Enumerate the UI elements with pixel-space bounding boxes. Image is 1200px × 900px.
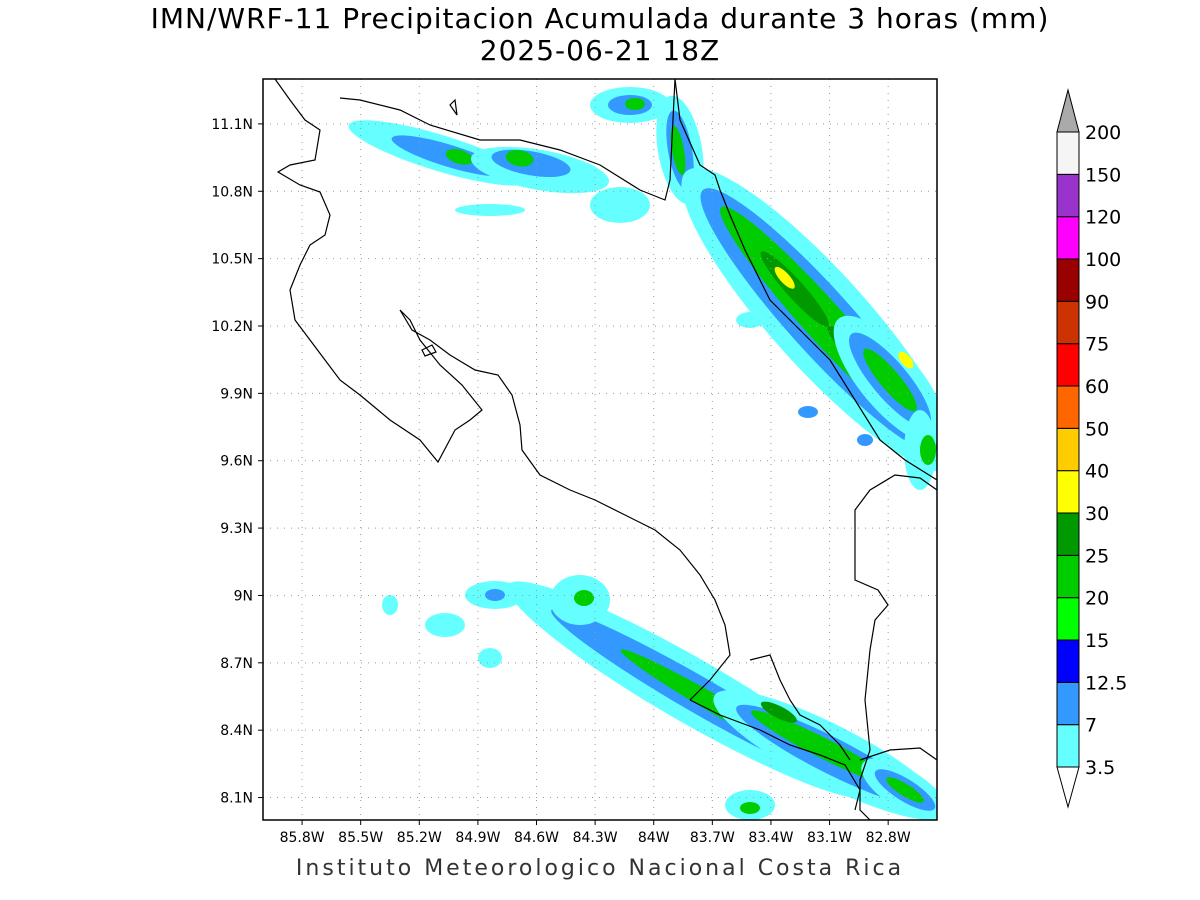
- lat-tick-label: 10.2N: [211, 319, 253, 335]
- colorbar-label: 75: [1085, 334, 1109, 356]
- lat-tick-label: 9.6N: [220, 454, 253, 470]
- colorbar-max-arrow: [1056, 88, 1080, 133]
- osa-peninsula-coast: [689, 699, 861, 811]
- colorbar-label: 40: [1085, 461, 1109, 483]
- lake-nicaragua-shore: [449, 98, 458, 116]
- colorbar-swatch: [1056, 512, 1080, 556]
- lon-tick-label: 83.1W: [807, 830, 852, 846]
- colorbar-label: 200: [1085, 122, 1121, 144]
- map-date: 2025-06-21 18Z: [479, 34, 721, 67]
- lat-tick-label: 9.3N: [220, 521, 253, 537]
- lon-tick-label: 85.8W: [280, 830, 325, 846]
- lon-tick-label: 84W: [638, 830, 670, 846]
- lon-tick-label: 83.7W: [690, 830, 735, 846]
- precipitation-field: [348, 87, 937, 820]
- lat-tick-label: 10.8N: [211, 184, 253, 200]
- colorbar: 3.5 7 12.5 15 20 25 30 40 50 60 75 90 100 120 150 200: [1056, 88, 1127, 809]
- precip-cell: [425, 613, 465, 637]
- caribbean-coastline: [674, 79, 937, 481]
- colorbar-label: 25: [1085, 545, 1109, 567]
- lat-tick-label: 8.7N: [220, 656, 253, 672]
- map-frame: [262, 78, 938, 821]
- precip-band-south-3: [861, 758, 937, 820]
- precip-cell: [625, 98, 645, 110]
- lon-tick-label: 84.9W: [455, 830, 500, 846]
- precip-cell: [382, 595, 398, 615]
- precip-cell: [590, 187, 650, 223]
- precip-cell: [455, 204, 525, 216]
- colorbar-swatch: [1056, 173, 1080, 218]
- colorbar-swatch: [1056, 131, 1080, 175]
- map-gridlines: [263, 79, 937, 820]
- colorbar-swatch: [1056, 216, 1080, 260]
- colorbar-label: 50: [1085, 418, 1109, 440]
- longitude-labels: 85.8W 85.5W 85.2W 84.9W 84.6W 84.3W 84W 83.7W 83…: [280, 820, 911, 846]
- precip-cell: [736, 312, 764, 328]
- lon-tick-label: 84.3W: [573, 830, 618, 846]
- costa-rica-coastline: [274, 79, 731, 701]
- precip-cell: [574, 590, 594, 606]
- lon-tick-label: 83.4W: [748, 830, 793, 846]
- colorbar-swatch: [1056, 597, 1080, 641]
- colorbar-label: 90: [1085, 291, 1109, 313]
- coastline-and-borders: [274, 79, 937, 820]
- footer-credit: Instituto Meteorologico Nacional Costa R…: [295, 856, 905, 881]
- colorbar-swatch: [1056, 554, 1080, 599]
- precip-band-caribbean: [681, 167, 937, 473]
- lat-tick-label: 8.1N: [220, 791, 253, 807]
- colorbar-swatch: [1056, 470, 1080, 514]
- colorbar-label: 3.5: [1085, 757, 1115, 779]
- lat-tick-label: 9N: [234, 588, 253, 604]
- panama-border: [854, 474, 937, 820]
- map-title: IMN/WRF-11 Precipitacion Acumulada duran…: [150, 2, 1050, 35]
- colorbar-label: 150: [1085, 164, 1121, 186]
- precip-band-north-2: [470, 146, 610, 194]
- colorbar-label: 12.5: [1085, 672, 1127, 694]
- lon-tick-label: 85.2W: [397, 830, 442, 846]
- colorbar-swatch: [1056, 427, 1080, 472]
- lon-tick-label: 85.5W: [338, 830, 383, 846]
- nicoya-bay-island: [421, 344, 437, 357]
- colorbar-swatch: [1056, 639, 1080, 683]
- colorbar-label: 100: [1085, 249, 1121, 271]
- lat-tick-label: 11.1N: [211, 117, 253, 133]
- precip-cell: [857, 434, 873, 446]
- colorbar-label: 20: [1085, 588, 1109, 610]
- colorbar-label: 30: [1085, 503, 1109, 525]
- colorbar-label: 7: [1085, 715, 1097, 737]
- colorbar-swatch: [1056, 724, 1080, 768]
- precip-cell: [478, 648, 502, 668]
- colorbar-swatch: [1056, 681, 1080, 726]
- colorbar-swatch: [1056, 258, 1080, 302]
- lat-tick-label: 10.5N: [211, 252, 253, 268]
- colorbar-swatch: [1056, 300, 1080, 345]
- colorbar-min-arrow: [1056, 766, 1080, 809]
- precip-cell: [740, 802, 760, 814]
- colorbar-swatch: [1056, 385, 1080, 429]
- nicaragua-coastline: [339, 79, 676, 201]
- latitude-labels: 11.1N 10.8N 10.5N 10.2N 9.9N 9.6N 9.3N 9N 8.7N 8.…: [211, 117, 263, 807]
- colorbar-swatch: [1056, 343, 1080, 387]
- lon-tick-label: 84.6W: [514, 830, 559, 846]
- colorbar-label: 120: [1085, 207, 1121, 229]
- lon-tick-label: 82.8W: [866, 830, 911, 846]
- lat-tick-label: 8.4N: [220, 723, 253, 739]
- lat-tick-label: 9.9N: [220, 386, 253, 402]
- precip-cell: [920, 435, 936, 465]
- colorbar-label: 15: [1085, 630, 1109, 652]
- golfo-dulce-coast: [749, 654, 851, 761]
- colorbar-label: 60: [1085, 376, 1109, 398]
- panama-pacific-coast: [859, 747, 937, 761]
- precip-cell: [798, 406, 818, 418]
